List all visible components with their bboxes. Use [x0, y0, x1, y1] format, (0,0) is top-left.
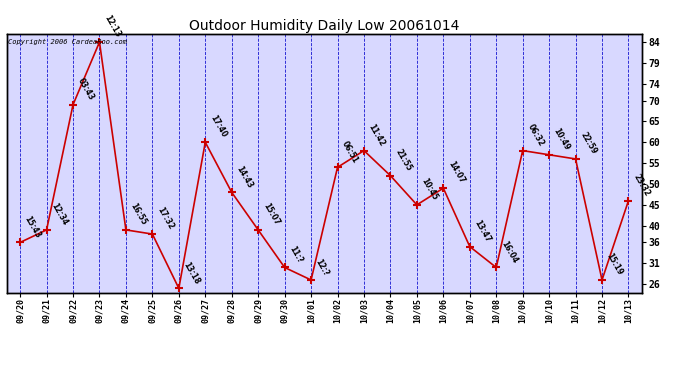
Text: 11:42: 11:42: [367, 122, 386, 148]
Text: Copyright 2006 CardeaRoo.com: Copyright 2006 CardeaRoo.com: [8, 39, 127, 45]
Text: 10:49: 10:49: [552, 127, 572, 152]
Text: 06:51: 06:51: [340, 139, 360, 165]
Text: 17:40: 17:40: [208, 114, 228, 140]
Text: 16:04: 16:04: [499, 239, 519, 265]
Text: 21:55: 21:55: [393, 148, 413, 173]
Title: Outdoor Humidity Daily Low 20061014: Outdoor Humidity Daily Low 20061014: [189, 19, 460, 33]
Text: 22:59: 22:59: [578, 131, 598, 156]
Text: 14:43: 14:43: [235, 164, 255, 189]
Text: 17:32: 17:32: [155, 206, 175, 231]
Text: 03:43: 03:43: [76, 76, 96, 102]
Text: 15:07: 15:07: [261, 202, 281, 227]
Text: 15:43: 15:43: [23, 214, 43, 240]
Text: 15:19: 15:19: [605, 252, 624, 277]
Text: 16:55: 16:55: [129, 202, 148, 227]
Text: 12:?: 12:?: [314, 257, 331, 277]
Text: 13:18: 13:18: [181, 260, 201, 285]
Text: 23:32: 23:32: [631, 172, 651, 198]
Text: 12:13: 12:13: [102, 14, 122, 39]
Text: 13:47: 13:47: [473, 218, 493, 244]
Text: 14:07: 14:07: [446, 160, 466, 185]
Text: 10:45: 10:45: [420, 177, 440, 202]
Text: 06:32: 06:32: [526, 122, 545, 148]
Text: 11:?: 11:?: [288, 244, 304, 265]
Text: 12:34: 12:34: [50, 202, 69, 227]
